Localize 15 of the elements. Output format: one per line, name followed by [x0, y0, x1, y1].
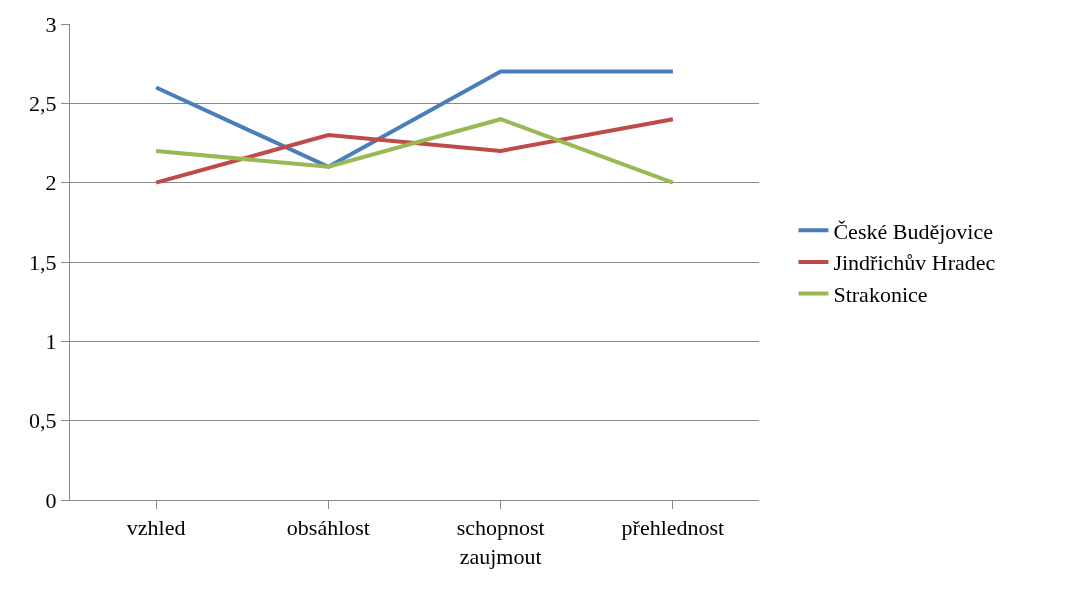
x-tick-label: přehlednost — [621, 515, 725, 541]
y-tick-label: 0 — [45, 487, 57, 513]
x-tick-label: schopnost zaujmout — [456, 515, 545, 569]
y-tick-label: 1,5 — [29, 249, 57, 275]
y-tick-label: 0,5 — [29, 408, 57, 434]
x-tick-label: obsáhlost — [286, 515, 370, 541]
y-tick-label: 1 — [45, 329, 57, 355]
y-tick-label: 2,5 — [29, 91, 57, 117]
y-tick-label: 2 — [45, 170, 57, 196]
legend-label: Strakonice — [833, 282, 928, 308]
y-tick-label: 3 — [45, 11, 57, 37]
legend-label: Jindřichův Hradec — [833, 250, 996, 276]
legend-label: České Budějovice — [833, 218, 993, 244]
x-tick-label: vzhled — [126, 515, 186, 541]
line-series — [154, 117, 675, 185]
